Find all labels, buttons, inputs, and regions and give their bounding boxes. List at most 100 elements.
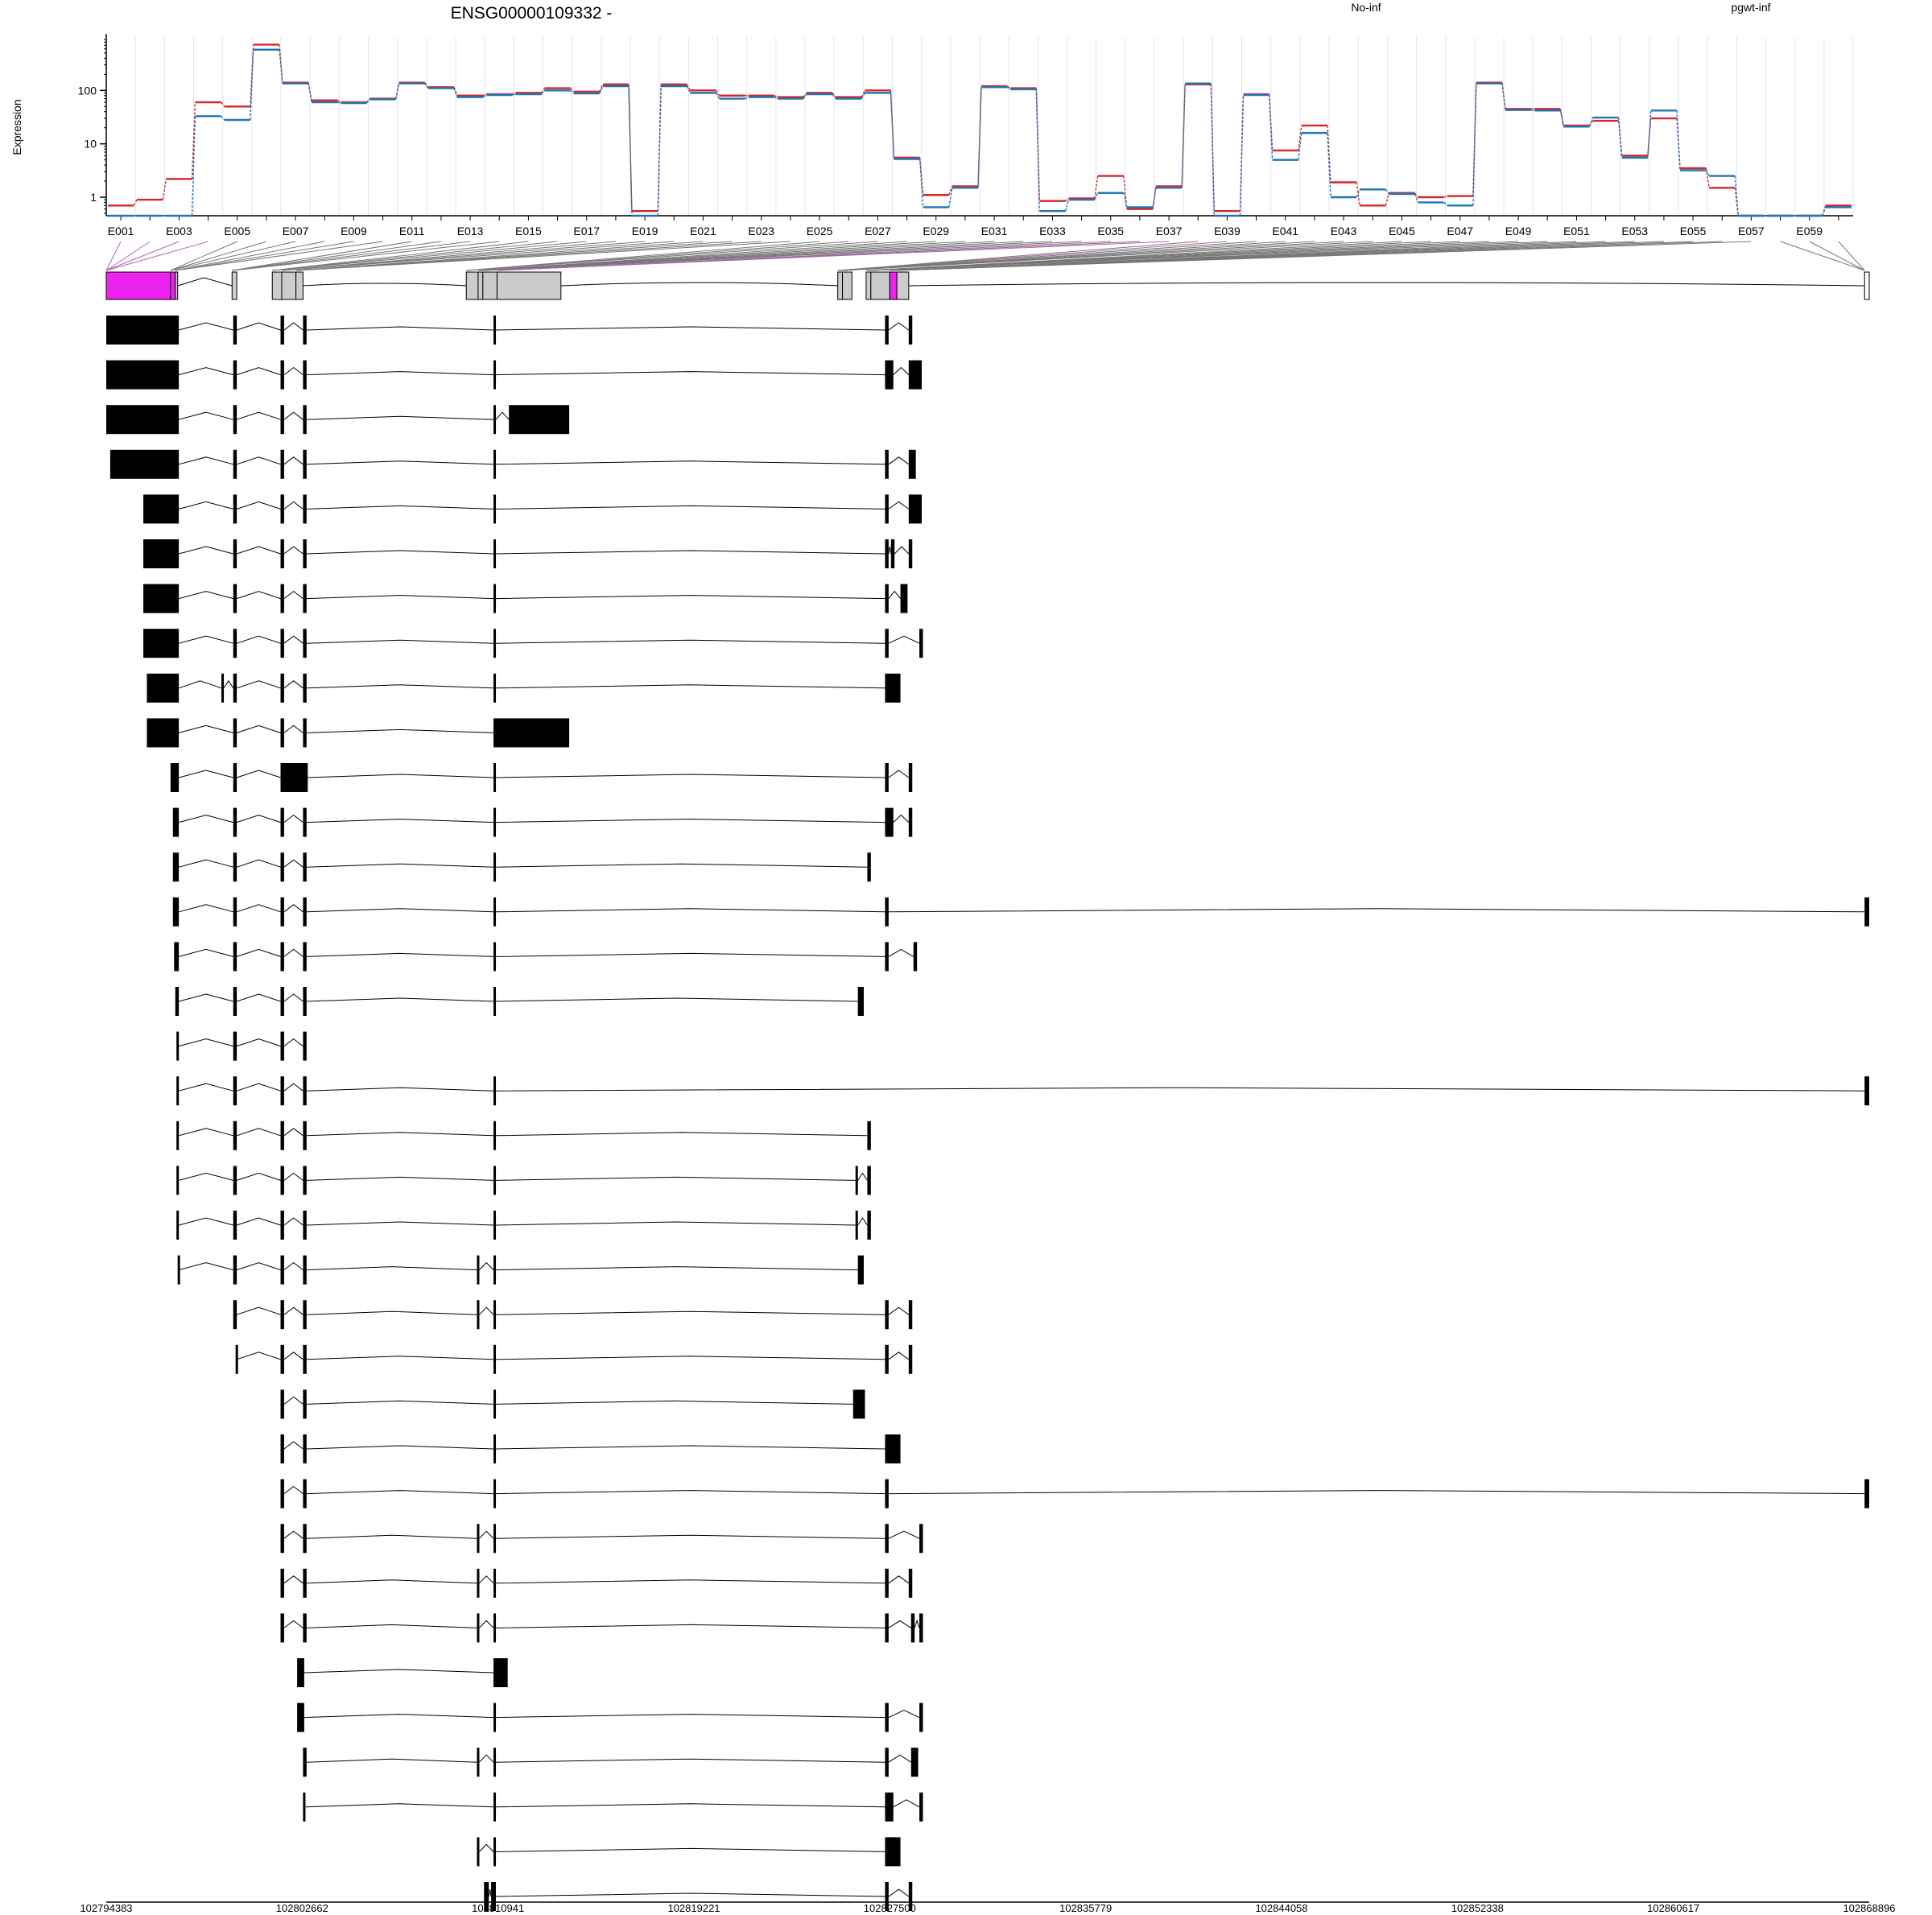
x-tick-label: E011 (399, 225, 425, 237)
exon-link-line (281, 241, 675, 271)
legend-no-inf: No-inf (1351, 1, 1381, 14)
step-connector (512, 92, 516, 95)
transcript-exon (477, 1613, 480, 1643)
transcript-exon (493, 1434, 497, 1463)
transcript-intron (236, 1217, 281, 1226)
transcript-intron (303, 1714, 494, 1719)
chart-title: ENSG00000109332 - (451, 4, 613, 23)
exon-link-line (272, 241, 529, 271)
exon-link-line (170, 241, 296, 271)
transcript-exon (280, 1613, 284, 1643)
transcript-exon (303, 1748, 307, 1777)
transcript-intron (495, 1445, 886, 1450)
transcript-exon (493, 897, 497, 927)
transcript-intron (306, 997, 494, 1002)
x-tick-label: E031 (981, 225, 1008, 237)
gene-model-exon (175, 271, 179, 300)
transcript-intron (893, 366, 910, 375)
transcript-exon (303, 673, 307, 703)
transcript-intron (283, 456, 303, 465)
transcript-exon (885, 807, 894, 837)
transcript-exon (493, 1211, 497, 1240)
transcript-row (280, 1479, 1869, 1508)
exon-link-line (232, 241, 471, 271)
transcript-row (280, 1524, 923, 1554)
transcript-intron (495, 1400, 853, 1405)
transcript-intron (283, 501, 303, 510)
transcript-exon (303, 987, 307, 1016)
step-connector (628, 86, 633, 217)
transcript-exon (493, 1702, 497, 1732)
genomic-tick-label: 102810941 (472, 1902, 524, 1914)
step-connector (1239, 95, 1245, 217)
transcript-exon (885, 1882, 889, 1911)
transcript-exon (493, 405, 497, 435)
transcript-intron (479, 1261, 494, 1270)
step-connector (221, 101, 225, 107)
transcript-intron (857, 1217, 868, 1226)
transcript-intron (306, 1534, 477, 1539)
x-tick-label: E049 (1505, 225, 1532, 237)
transcript-exon (280, 1076, 284, 1106)
transcript-exon (303, 1344, 307, 1374)
transcript-row (106, 360, 923, 390)
transcript-row (174, 942, 918, 972)
step-connector (745, 96, 749, 100)
x-tick-label: E023 (748, 225, 774, 237)
transcript-exon (885, 897, 889, 927)
step-connector (774, 96, 778, 100)
step-connector (1472, 83, 1477, 206)
transcript-exon (493, 1121, 497, 1150)
step-connector (948, 188, 953, 208)
transcript-intron (479, 1620, 494, 1628)
transcript-intron (306, 1310, 477, 1315)
transcript-exon (233, 987, 237, 1016)
transcript-intron (306, 1176, 494, 1181)
transcript-exon (855, 1166, 858, 1195)
transcript-exon (280, 807, 284, 837)
gene-model-exon (889, 271, 898, 300)
step-connector (1123, 192, 1128, 208)
transcript-intron (888, 1306, 910, 1315)
transcript-intron (306, 1221, 494, 1226)
transcript-exon (303, 1792, 306, 1822)
transcript-intron (283, 1217, 303, 1226)
transcript-exon (280, 360, 284, 390)
transcript-exon (303, 1434, 307, 1463)
exon-link-line (232, 241, 441, 271)
step-connector (540, 89, 546, 95)
transcript-intron (179, 1083, 233, 1092)
step-connector (919, 159, 924, 208)
step-connector (336, 100, 341, 103)
transcript-intron (495, 550, 886, 555)
step-connector (1705, 170, 1710, 176)
genomic-tick-label: 102852338 (1451, 1902, 1504, 1914)
transcript-exon (303, 539, 307, 568)
transcript-intron (236, 770, 281, 778)
x-tick-label: E019 (632, 225, 658, 237)
transcript-row (235, 1344, 913, 1374)
transcript-intron (283, 411, 303, 420)
transcript-exon (493, 1748, 497, 1777)
transcript-exon (280, 942, 284, 972)
transcript-intron (179, 1038, 233, 1047)
step-connector (191, 102, 196, 180)
transcript-exon (233, 1076, 237, 1106)
transcript-exon (297, 1658, 304, 1687)
transcript-intron (306, 1356, 494, 1360)
transcript-exon (303, 1613, 307, 1643)
genomic-tick-label: 102794383 (80, 1902, 132, 1914)
transcript-intron (236, 1038, 281, 1047)
transcript-exon (303, 449, 307, 479)
transcript-exon (491, 1882, 496, 1911)
genomic-axis: 102794383 102802662 102810941 102819221 1028… (80, 1901, 1896, 1914)
transcript-exon (919, 1702, 923, 1732)
transcript-exon (143, 629, 180, 658)
transcript-intron (283, 814, 303, 823)
step-connector (1298, 125, 1302, 151)
genomic-tick-label: 102860617 (1647, 1902, 1699, 1914)
transcript-intron (236, 1352, 281, 1360)
transcript-row (303, 1792, 923, 1822)
exon-link-line (105, 241, 208, 271)
